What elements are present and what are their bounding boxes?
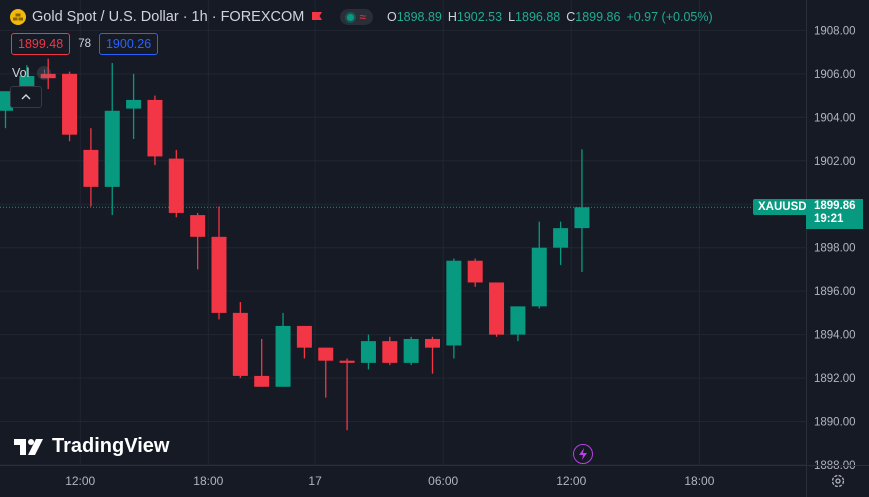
candle-body	[531, 247, 547, 307]
flag-icon[interactable]	[310, 10, 324, 24]
close-value: 1899.86	[575, 10, 621, 24]
y-tick-label: 1896.00	[814, 286, 856, 298]
candle-body	[275, 325, 291, 387]
gear-icon[interactable]	[830, 473, 846, 489]
collapse-legend-button[interactable]	[10, 86, 42, 108]
x-tick-label: 18:00	[193, 474, 223, 488]
candle-body	[211, 236, 227, 313]
market-status-pill[interactable]: ≈	[340, 9, 373, 25]
candle-body	[553, 228, 569, 248]
open-value: 1898.89	[396, 10, 442, 24]
symbol-title[interactable]: Gold Spot / U.S. Dollar · 1h · FOREXCOM	[32, 9, 305, 25]
low-label: L	[508, 10, 516, 24]
y-tick-label: 1904.00	[814, 112, 856, 124]
realtime-wave-icon: ≈	[359, 10, 366, 24]
candle-body	[254, 375, 270, 387]
buy-button[interactable]: 1900.26	[98, 33, 159, 55]
last-price-label: 1899.86 19:21	[806, 199, 863, 229]
x-tick-label: 12:00	[65, 474, 95, 488]
open-label: O	[386, 10, 397, 24]
x-tick-label: 17	[308, 474, 322, 488]
y-tick-label: 1890.00	[814, 417, 856, 429]
candle-body	[147, 99, 163, 157]
x-tick-label: 06:00	[428, 474, 458, 488]
high-value: 1902.53	[456, 10, 503, 24]
candle-body	[574, 207, 590, 229]
candle-body	[403, 338, 419, 363]
symbol-header[interactable]: Gold Spot / U.S. Dollar · 1h · FOREXCOM …	[10, 6, 713, 28]
candle-body	[425, 338, 440, 348]
market-open-icon	[347, 13, 355, 21]
tradingview-logo[interactable]: TradingView	[14, 435, 169, 458]
last-price-symbol-label: XAUUSD	[753, 199, 812, 215]
candle-body	[467, 260, 483, 283]
y-tick-label: 1892.00	[814, 373, 856, 385]
candle-body	[126, 99, 142, 109]
candle-body	[0, 91, 13, 111]
volume-label: Vol	[12, 66, 30, 80]
trade-buttons: 1899.48 78 1900.26	[11, 33, 159, 55]
y-tick-label: 1908.00	[814, 25, 856, 37]
sell-button[interactable]: 1899.48	[11, 33, 71, 55]
candle-body	[296, 325, 312, 348]
candle-body	[382, 341, 398, 363]
candle-body	[190, 215, 206, 237]
lightning-icon[interactable]	[573, 444, 593, 464]
y-tick-label: 1894.00	[814, 330, 856, 342]
tradingview-logo-icon	[14, 438, 43, 455]
x-tick-label: 12:00	[556, 474, 586, 488]
candle-body	[510, 306, 526, 335]
gold-coin-icon	[10, 9, 26, 25]
candle-body	[62, 73, 78, 135]
ohlc-readout: O1898.89 H1902.53 L1896.88 C1899.86 +0.9…	[387, 10, 713, 24]
low-value: 1896.88	[515, 10, 561, 24]
candle-body	[446, 260, 462, 346]
y-tick-label: 1906.00	[814, 69, 856, 81]
candle-body	[104, 110, 120, 187]
candle-body	[489, 282, 505, 335]
candle-body	[339, 360, 355, 363]
candle-body	[318, 347, 334, 361]
y-tick-label: 1898.00	[814, 243, 856, 255]
spread-value: 78	[78, 38, 91, 50]
tradingview-logo-text: TradingView	[52, 435, 170, 457]
y-tick-label: 1902.00	[814, 156, 856, 168]
high-label: H	[447, 10, 457, 24]
candle-body	[40, 73, 56, 79]
candle-body	[232, 312, 248, 376]
change-value: +0.97 (+0.05%)	[626, 10, 713, 24]
close-label: C	[566, 10, 576, 24]
chevron-up-icon	[21, 94, 31, 100]
candle-body	[168, 158, 184, 213]
warning-icon[interactable]: !	[37, 66, 52, 80]
volume-legend[interactable]: Vol !	[12, 66, 52, 80]
last-price-value: 1899.86	[814, 200, 856, 212]
x-tick-label: 18:00	[684, 474, 714, 488]
bar-countdown: 19:21	[814, 213, 844, 225]
candle-body	[19, 76, 35, 90]
candle-body	[360, 341, 376, 363]
candle-body	[83, 149, 99, 187]
